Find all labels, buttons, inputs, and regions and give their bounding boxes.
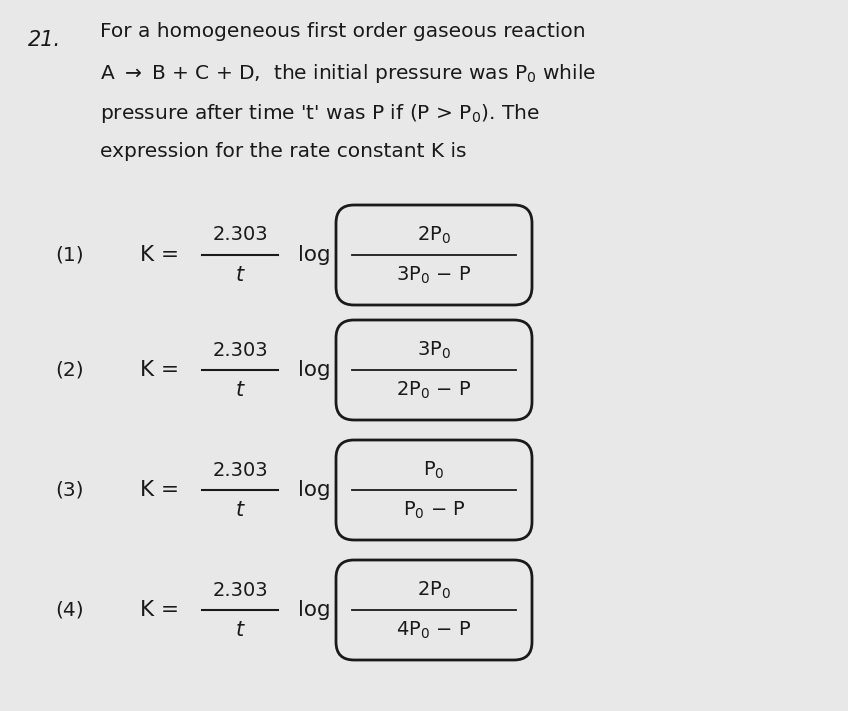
Text: For a homogeneous first order gaseous reaction: For a homogeneous first order gaseous re… (100, 22, 586, 41)
Text: P$_0$: P$_0$ (423, 459, 445, 481)
Text: expression for the rate constant K is: expression for the rate constant K is (100, 142, 466, 161)
Text: 21.: 21. (28, 30, 61, 50)
Text: K =: K = (140, 245, 179, 265)
Text: 4P$_0$ − P: 4P$_0$ − P (396, 619, 471, 641)
Text: K =: K = (140, 360, 179, 380)
Text: A $\rightarrow$ B + C + D,  the initial pressure was P$_0$ while: A $\rightarrow$ B + C + D, the initial p… (100, 62, 596, 85)
Text: 2.303: 2.303 (212, 341, 268, 360)
Text: 2P$_0$ − P: 2P$_0$ − P (396, 380, 471, 401)
Text: pressure after time 't' was P if (P > P$_0$). The: pressure after time 't' was P if (P > P$… (100, 102, 539, 125)
Text: 2P$_0$: 2P$_0$ (417, 579, 451, 601)
Text: K =: K = (140, 480, 179, 500)
Text: (3): (3) (55, 481, 83, 500)
Text: log: log (298, 245, 331, 265)
Text: log: log (298, 360, 331, 380)
Text: 2.303: 2.303 (212, 461, 268, 479)
Text: log: log (298, 600, 331, 620)
Text: t: t (236, 500, 244, 520)
Text: 2.303: 2.303 (212, 225, 268, 245)
Text: t: t (236, 380, 244, 400)
Text: (1): (1) (55, 245, 84, 264)
Text: K =: K = (140, 600, 179, 620)
Text: 2.303: 2.303 (212, 580, 268, 599)
Text: 3P$_0$ − P: 3P$_0$ − P (396, 264, 471, 286)
Text: P$_0$ − P: P$_0$ − P (403, 499, 466, 520)
Text: t: t (236, 265, 244, 285)
Text: 3P$_0$: 3P$_0$ (417, 339, 451, 360)
Text: t: t (236, 620, 244, 640)
Text: (2): (2) (55, 360, 84, 380)
Text: (4): (4) (55, 601, 84, 619)
Text: 2P$_0$: 2P$_0$ (417, 225, 451, 245)
Text: log: log (298, 480, 331, 500)
